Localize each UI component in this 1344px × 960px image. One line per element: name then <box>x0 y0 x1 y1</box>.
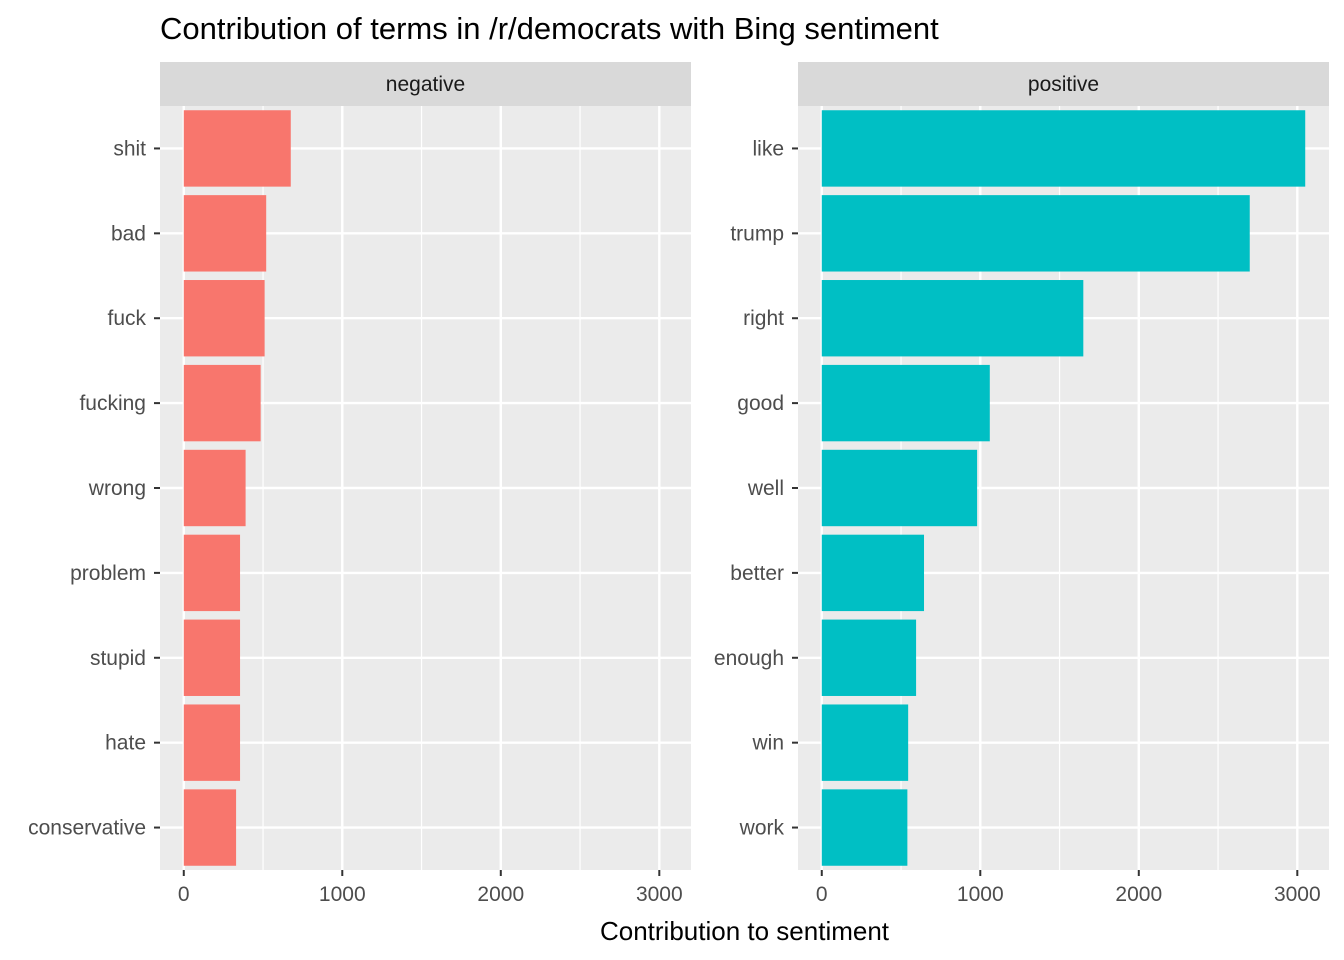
bar-like <box>821 110 1306 187</box>
bar-work <box>821 789 908 866</box>
bar-right <box>821 280 1084 357</box>
bar-enough <box>821 619 917 696</box>
facet-strip-label: positive <box>1028 73 1099 96</box>
x-tick-label: 2000 <box>1115 883 1162 906</box>
y-tick-label: bad <box>111 222 146 245</box>
facet-strip <box>160 62 691 106</box>
bar-fucking <box>183 364 261 442</box>
bar-conservative <box>183 789 237 866</box>
x-tick-label: 1000 <box>319 883 366 906</box>
bar-fuck <box>183 280 265 357</box>
y-tick-label: conservative <box>28 817 146 840</box>
facet-strip <box>798 62 1329 106</box>
facet-strip-label: negative <box>386 73 465 96</box>
facet-panels: negative shit bad fuck fucking wrong problem st… <box>28 62 1329 906</box>
x-tick-label: 3000 <box>1274 883 1321 906</box>
y-tick-label: win <box>751 732 784 755</box>
y-tick-label: good <box>737 392 784 415</box>
x-axis-label: Contribution to sentiment <box>600 916 890 946</box>
y-tick-label: fucking <box>79 392 146 415</box>
y-tick-label: work <box>739 817 785 840</box>
bar-well <box>821 449 978 527</box>
bar-good <box>821 364 990 442</box>
x-tick-label: 3000 <box>636 883 683 906</box>
y-tick-label: better <box>730 562 784 585</box>
bar-shit <box>183 110 291 187</box>
y-tick-label: like <box>752 137 784 160</box>
x-tick-label: 0 <box>178 883 190 906</box>
y-tick-label: stupid <box>90 647 146 670</box>
bar-bad <box>183 195 267 272</box>
bar-win <box>821 704 909 781</box>
y-tick-label: wrong <box>88 477 146 500</box>
x-tick-label: 2000 <box>477 883 524 906</box>
y-tick-label: problem <box>70 562 146 585</box>
x-tick-label: 0 <box>816 883 828 906</box>
y-tick-label: right <box>743 307 784 330</box>
panel-positive: positive like trump right good well better enou… <box>714 62 1329 906</box>
bar-trump <box>821 195 1250 272</box>
panel-negative: negative shit bad fuck fucking wrong problem st… <box>28 62 691 906</box>
y-tick-label: shit <box>113 137 146 160</box>
y-tick-label: fuck <box>107 307 146 330</box>
bar-better <box>821 534 925 612</box>
y-tick-label: trump <box>730 222 784 245</box>
chart-title: Contribution of terms in /r/democrats wi… <box>160 11 939 46</box>
x-tick-label: 1000 <box>957 883 1004 906</box>
bar-stupid <box>183 619 241 696</box>
y-tick-label: well <box>747 477 784 500</box>
bar-problem <box>183 534 241 612</box>
bar-wrong <box>183 449 246 527</box>
bar-hate <box>183 704 241 781</box>
y-tick-label: enough <box>714 647 784 670</box>
y-tick-label: hate <box>105 732 146 755</box>
